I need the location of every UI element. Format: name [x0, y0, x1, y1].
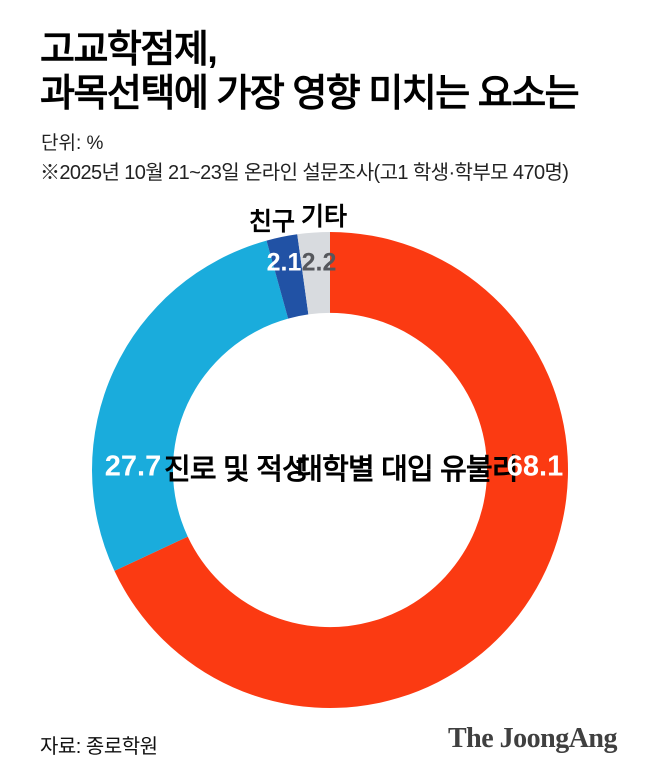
segment-label-friend: 친구 [248, 208, 296, 236]
donut-segment-3 [297, 232, 330, 315]
segment-value-career-aptitude: 27.7 [104, 450, 162, 483]
segment-value-friend: 2.1 [266, 248, 302, 277]
segment-value-admission-advantage: 68.1 [506, 450, 564, 483]
segment-value-other: 2.2 [301, 248, 337, 277]
title-line-1: 고교학점제, [40, 29, 218, 71]
donut-segment-2 [266, 234, 309, 319]
survey-note: ※2025년 10월 21~23일 온라인 설문조사(고1 학생·학부모 470… [40, 162, 569, 184]
page-title: 고교학점제, 과목선택에 가장 영향 미치는 요소는 [40, 28, 580, 116]
segment-label-career-aptitude: 진로 및 적성 [164, 454, 309, 486]
joongang-logo: The JoongAng [447, 723, 618, 754]
donut-segment-0 [114, 232, 569, 709]
title-line-2: 과목선택에 가장 영향 미치는 요소는 [40, 73, 580, 115]
unit-label: 단위: % [41, 133, 104, 154]
segment-label-admission-advantage: 대학별 대입 유불리 [296, 454, 518, 486]
segment-label-other: 기타 [300, 203, 348, 231]
donut-segment-1 [92, 240, 289, 571]
source-label: 자료: 종로학원 [40, 736, 158, 758]
